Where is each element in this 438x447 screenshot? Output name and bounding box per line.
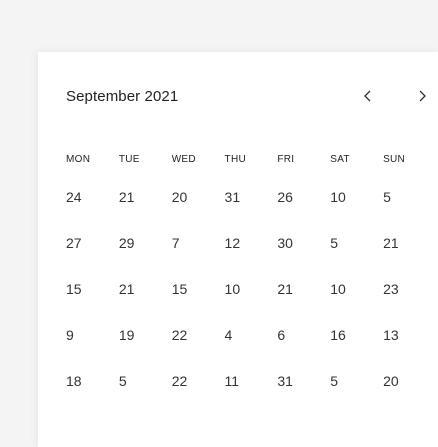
day-cell[interactable]: 13 [383,327,399,343]
day-cell[interactable]: 11 [224,373,240,389]
next-month-button[interactable] [410,84,434,108]
weekday-label: TUE [118,153,140,165]
weekday-label: SAT [330,153,350,165]
day-cell[interactable]: 6 [277,327,286,343]
calendar-panel: September 2021 MON TUE WED THU FRI SAT S… [38,52,438,447]
week-row: 9 19 22 4 6 16 13 [66,312,436,358]
day-cell[interactable]: 4 [224,327,233,343]
week-row: 15 21 15 10 21 10 23 [66,266,436,312]
weekday-label: FRI [277,153,295,165]
day-cell[interactable]: 15 [66,281,82,297]
day-cell[interactable]: 21 [118,189,135,205]
day-cell[interactable]: 20 [383,373,399,389]
week-row: 27 29 7 12 30 5 21 [66,220,436,266]
day-cell[interactable]: 5 [118,373,127,389]
day-cell[interactable]: 7 [171,235,180,251]
day-cell[interactable]: 30 [277,235,293,251]
weekday-header: MON TUE WED THU FRI SAT SUN [66,144,436,174]
weekday-label: MON [66,153,91,165]
day-cell[interactable]: 31 [277,373,293,389]
day-cell[interactable]: 5 [330,235,339,251]
day-cell[interactable]: 29 [118,235,135,251]
month-title: September 2021 [66,88,179,105]
day-cell[interactable]: 21 [277,281,293,297]
day-cell[interactable]: 24 [66,189,82,205]
day-cell[interactable]: 12 [224,235,241,251]
previous-month-button[interactable] [356,84,380,108]
day-cell[interactable]: 27 [66,235,82,251]
day-cell[interactable]: 21 [118,281,135,297]
day-cell[interactable]: 5 [383,189,391,205]
day-cell[interactable]: 16 [330,327,346,343]
day-cell[interactable]: 9 [66,327,74,343]
day-cell[interactable]: 10 [330,281,346,297]
day-cell[interactable]: 19 [118,327,135,343]
chevron-left-icon [364,90,371,102]
day-cell[interactable]: 5 [330,373,339,389]
day-cell[interactable]: 26 [277,189,293,205]
weekday-label: THU [224,153,246,165]
calendar-grid: MON TUE WED THU FRI SAT SUN 24 21 20 31 … [66,144,436,404]
day-cell[interactable]: 10 [224,281,241,297]
day-cell[interactable]: 10 [330,189,346,205]
day-cell[interactable]: 18 [66,373,82,389]
day-cell[interactable]: 15 [171,281,188,297]
day-cell[interactable]: 31 [224,189,241,205]
day-cell[interactable]: 20 [171,189,188,205]
weekday-label: SUN [383,153,406,165]
day-cell[interactable]: 22 [171,373,188,389]
week-row: 24 21 20 31 26 10 5 [66,174,436,220]
chevron-right-icon [419,90,426,102]
week-row: 18 5 22 11 31 5 20 [66,358,436,404]
day-cell[interactable]: 22 [171,327,188,343]
day-cell[interactable]: 23 [383,281,399,297]
weekday-label: WED [171,153,196,165]
day-cell[interactable]: 21 [383,235,399,251]
